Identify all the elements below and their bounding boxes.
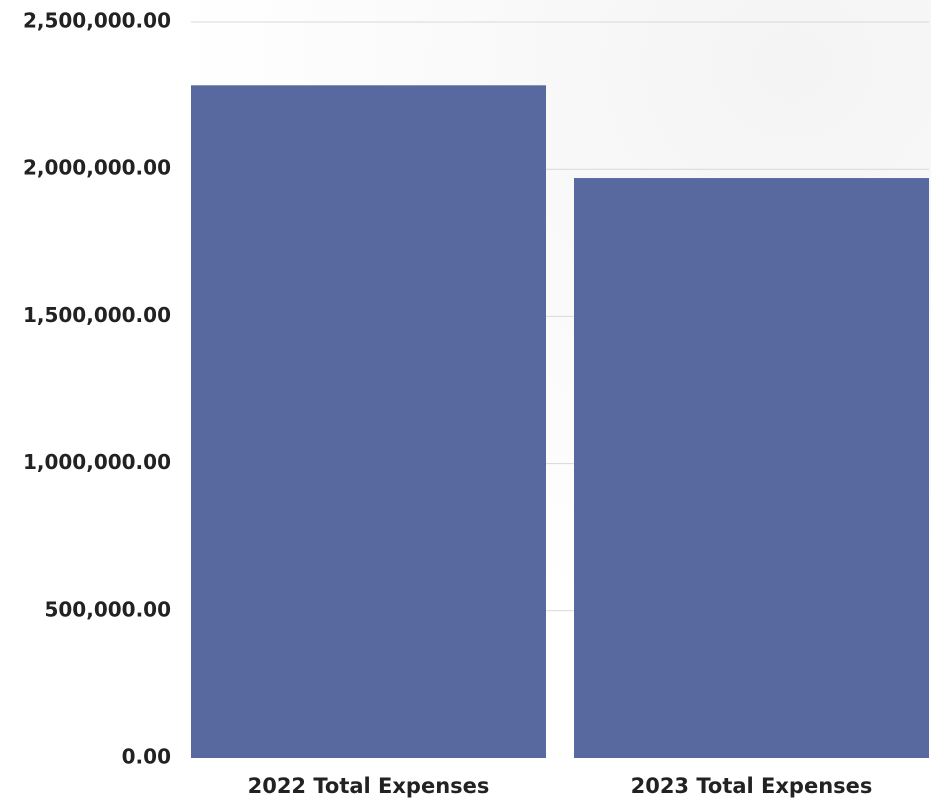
y-tick-label: 500,000.00 [44, 597, 171, 621]
y-tick-label: 1,000,000.00 [23, 450, 171, 474]
x-category-label: 2023 Total Expenses [631, 774, 873, 798]
y-tick-label: 1,500,000.00 [23, 303, 171, 327]
y-tick-label: 0.00 [122, 745, 171, 769]
bar-2022-total-expenses [191, 85, 546, 758]
y-tick-label: 2,500,000.00 [23, 9, 171, 33]
x-category-label: 2022 Total Expenses [248, 774, 490, 798]
y-tick-label: 2,000,000.00 [23, 156, 171, 180]
bar-2023-total-expenses [574, 178, 929, 759]
y-axis-tick-labels: 0.00 500,000.00 1,000,000.00 1,500,000.00 2,… [23, 9, 171, 769]
x-axis-category-labels: 2022 Total Expenses 2023 Total Expenses [248, 774, 873, 798]
bars [191, 85, 929, 759]
